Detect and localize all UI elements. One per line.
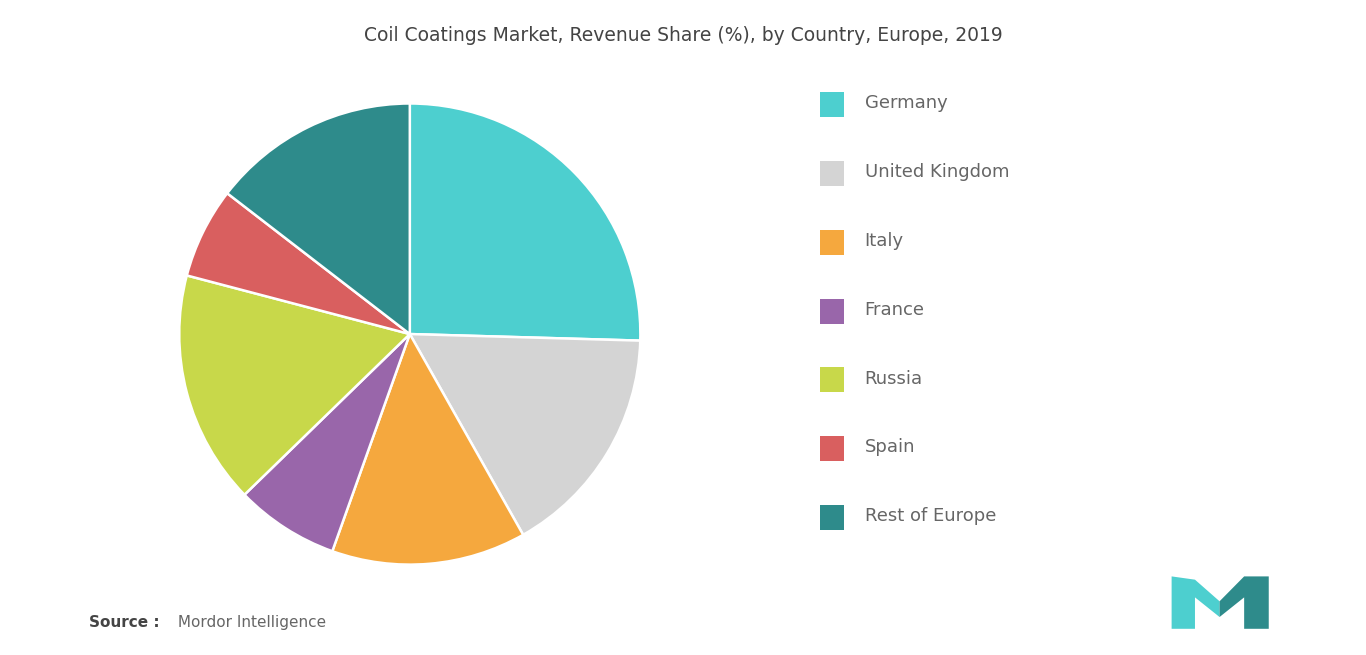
- Polygon shape: [1220, 576, 1269, 629]
- Wedge shape: [187, 193, 410, 334]
- Wedge shape: [245, 334, 410, 552]
- Text: Italy: Italy: [865, 232, 904, 250]
- Wedge shape: [410, 103, 641, 341]
- Text: Rest of Europe: Rest of Europe: [865, 507, 996, 525]
- Text: Source :: Source :: [89, 615, 160, 629]
- Text: Spain: Spain: [865, 438, 915, 457]
- Text: Germany: Germany: [865, 94, 948, 113]
- Text: France: France: [865, 301, 925, 319]
- Text: United Kingdom: United Kingdom: [865, 163, 1009, 181]
- Wedge shape: [179, 276, 410, 495]
- Polygon shape: [1172, 576, 1220, 629]
- Wedge shape: [227, 103, 410, 334]
- Text: Coil Coatings Market, Revenue Share (%), by Country, Europe, 2019: Coil Coatings Market, Revenue Share (%),…: [363, 26, 1003, 45]
- Wedge shape: [332, 334, 523, 565]
- Text: Mordor Intelligence: Mordor Intelligence: [173, 615, 326, 629]
- Text: Russia: Russia: [865, 369, 923, 388]
- Wedge shape: [410, 334, 641, 535]
